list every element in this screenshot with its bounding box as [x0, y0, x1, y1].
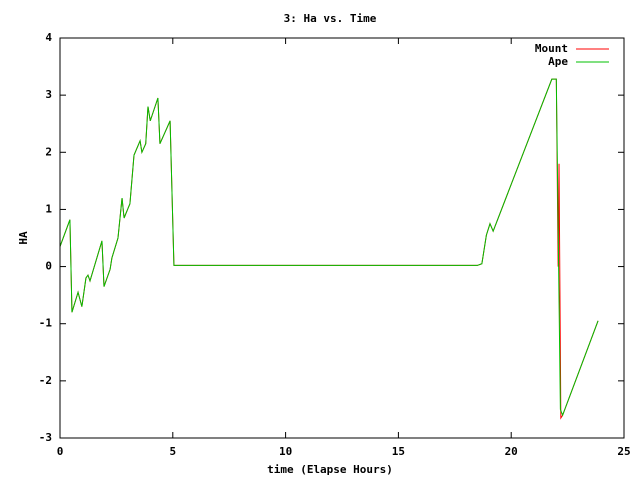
- legend-label: Mount: [535, 42, 568, 55]
- x-tick-label: 20: [505, 445, 518, 458]
- y-tick-label: 3: [45, 88, 52, 101]
- x-tick-label: 0: [57, 445, 64, 458]
- y-axis-label: HA: [17, 231, 30, 245]
- data-line: [59, 78, 599, 417]
- y-tick-label: -3: [39, 431, 52, 444]
- y-tick-label: -1: [39, 317, 53, 330]
- y-tick-label: 2: [45, 145, 52, 158]
- chart-title: 3: Ha vs. Time: [284, 12, 377, 25]
- x-tick-label: 15: [392, 445, 405, 458]
- y-tick-label: 4: [45, 31, 52, 44]
- y-tick-label: 0: [45, 260, 52, 273]
- legend-label: Ape: [548, 55, 568, 68]
- y-tick-label: -2: [39, 374, 52, 387]
- y-tick-label: 1: [45, 202, 52, 215]
- x-tick-label: 5: [169, 445, 176, 458]
- x-tick-label: 10: [279, 445, 292, 458]
- plot-border: [59, 37, 625, 439]
- x-axis-label: time (Elapse Hours): [267, 463, 393, 476]
- x-tick-label: 25: [617, 445, 630, 458]
